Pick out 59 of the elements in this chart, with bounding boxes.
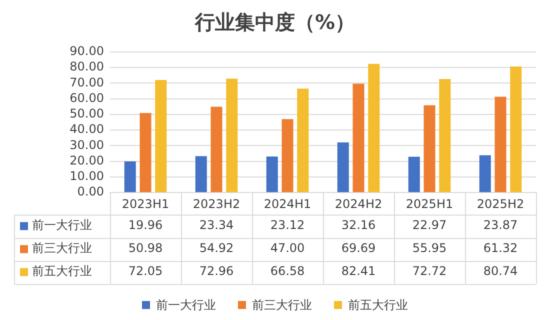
data-label: 32.16	[341, 218, 376, 232]
data-label: 72.72	[412, 264, 447, 278]
legend-label: 前一大行业	[32, 218, 92, 232]
bar	[439, 78, 451, 192]
bar	[494, 96, 506, 192]
bar	[352, 84, 364, 192]
bar	[140, 112, 152, 192]
legend-label: 前五大行业	[32, 264, 92, 278]
bar	[124, 161, 136, 192]
bar	[195, 156, 207, 192]
x-tick-label: 2025H2	[476, 196, 524, 211]
bar	[368, 64, 380, 192]
chart-title: 行业集中度（%）	[194, 10, 356, 34]
y-tick-label: 50.00	[70, 106, 104, 121]
bar	[226, 78, 238, 192]
y-tick-label: 70.00	[70, 75, 104, 90]
data-label: 72.05	[128, 264, 163, 278]
x-tick-label: 2024H2	[334, 196, 382, 211]
data-label: 23.12	[270, 218, 305, 232]
y-tick-label: 80.00	[70, 60, 104, 74]
bar	[337, 142, 349, 192]
bar	[266, 156, 278, 192]
x-tick-label: 2023H1	[122, 196, 170, 211]
y-tick-label: 90.00	[70, 44, 104, 58]
data-label: 55.95	[412, 241, 447, 256]
data-label: 19.96	[128, 218, 163, 232]
y-tick-label: 60.00	[70, 90, 104, 105]
data-label: 66.58	[270, 264, 305, 278]
data-label: 54.92	[199, 241, 234, 256]
bar	[297, 88, 309, 192]
data-label: 69.69	[341, 241, 376, 256]
data-label: 23.87	[483, 218, 518, 232]
data-label: 47.00	[270, 241, 305, 256]
x-tick-label: 2024H1	[264, 196, 312, 211]
data-label: 23.34	[199, 218, 234, 232]
data-label: 72.96	[199, 264, 234, 278]
bar	[510, 66, 522, 192]
text: 前一大行业	[156, 298, 216, 312]
data-label: 80.74	[483, 264, 518, 278]
data-label: 61.32	[483, 241, 518, 256]
x-tick-label: 2023H2	[192, 196, 240, 211]
y-tick-label: 40.00	[70, 122, 104, 136]
data-label: 22.97	[412, 218, 447, 232]
data-label: 50.98	[128, 241, 163, 256]
y-tick-label: 20.00	[70, 153, 104, 168]
bar	[282, 119, 294, 192]
x-tick-label: 2025H1	[406, 196, 454, 211]
text: 前三大行业	[252, 298, 312, 312]
y-tick-label: 10.00	[70, 169, 104, 184]
bar	[210, 106, 222, 192]
data-label: 82.41	[341, 264, 376, 278]
bar	[155, 80, 167, 192]
bar	[408, 156, 420, 192]
bar	[424, 105, 436, 192]
legend-label: 前三大行业	[32, 241, 92, 256]
text: 前五大行业	[348, 298, 408, 312]
y-tick-label: 30.00	[70, 138, 104, 152]
bar	[479, 155, 491, 192]
y-tick-label: 0.00	[77, 184, 104, 199]
